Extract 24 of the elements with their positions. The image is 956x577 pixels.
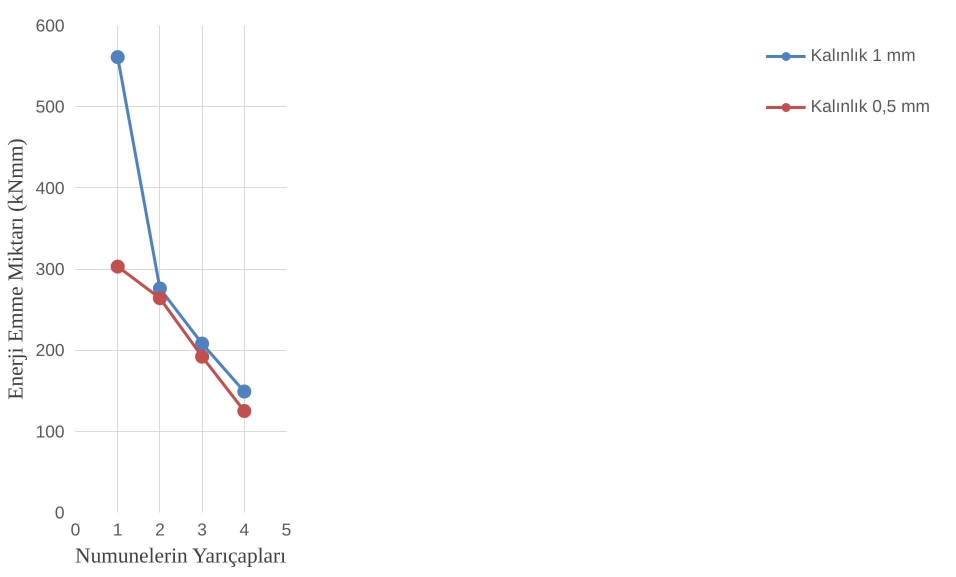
point — [110, 50, 125, 64]
y-tick-label: 600 — [36, 16, 65, 36]
legend-label: Kalınlık 0,5 mm — [810, 96, 930, 117]
point — [195, 350, 210, 364]
legend-label: Kalınlık 1 mm — [810, 45, 916, 66]
point — [237, 384, 252, 399]
point — [152, 291, 167, 306]
x-tick-label: 1 — [112, 520, 123, 540]
y-tick-label: 200 — [36, 340, 65, 360]
x-tick-label: 3 — [197, 520, 207, 540]
point — [195, 336, 210, 351]
x-tick-label: 2 — [155, 520, 165, 540]
x-axis-title: Numunelerin Yarıçapları — [75, 544, 286, 568]
y-axis-title: Enerji Emme Miktarı (kNmm) — [4, 138, 28, 400]
x-tick-label: 0 — [70, 520, 80, 540]
y-tick-label: 300 — [36, 259, 65, 279]
y-tick-label: 100 — [36, 421, 65, 442]
point — [237, 404, 252, 418]
point — [110, 260, 125, 274]
y-tick-label: 500 — [36, 96, 65, 117]
x-tick-label: 4 — [239, 520, 250, 540]
x-tick-label: 5 — [282, 520, 292, 540]
y-tick-label: 400 — [36, 178, 65, 198]
y-tick-label: 0 — [54, 502, 65, 522]
